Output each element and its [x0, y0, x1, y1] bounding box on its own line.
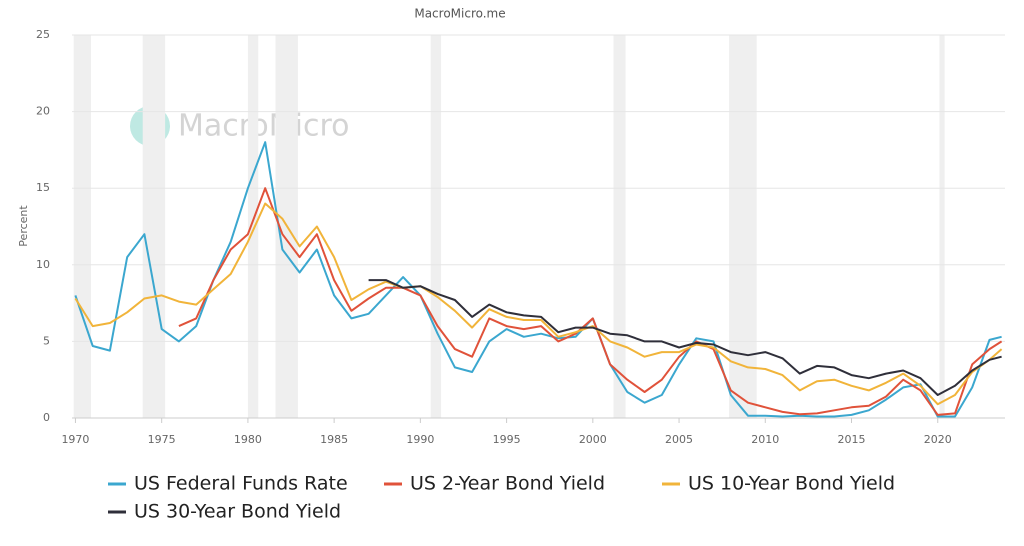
legend-label: US Federal Funds Rate	[134, 473, 348, 495]
y-tick-label: 15	[36, 181, 50, 194]
recession-band	[247, 35, 259, 418]
series-line	[74, 202, 1003, 406]
y-tick-label: 10	[36, 258, 50, 271]
y-tick-label: 0	[43, 411, 50, 424]
y-tick-label: 5	[43, 334, 50, 347]
x-tick-label: 1995	[493, 433, 521, 446]
recession-band	[430, 35, 442, 418]
series-line	[178, 187, 1003, 416]
recession-band	[939, 35, 945, 418]
x-tick-label: 2020	[924, 433, 952, 446]
x-tick-label: 1975	[148, 433, 176, 446]
legend-label: US 30-Year Bond Yield	[134, 501, 341, 523]
watermark: MacroMicro	[178, 109, 350, 144]
x-tick-label: 2005	[665, 433, 693, 446]
y-axis-label: Percent	[17, 205, 30, 247]
y-tick-label: 20	[36, 105, 50, 118]
recession-band	[142, 35, 166, 418]
x-tick-label: 1980	[234, 433, 262, 446]
legend-label: US 2-Year Bond Yield	[410, 473, 605, 495]
legend-label: US 10-Year Bond Yield	[688, 473, 895, 495]
source: MacroMicro.me	[414, 7, 505, 21]
series-line	[368, 279, 1002, 396]
x-tick-label: 2000	[579, 433, 607, 446]
x-tick-label: 1990	[406, 433, 434, 446]
x-tick-label: 1985	[320, 433, 348, 446]
recession-band	[729, 35, 757, 418]
series-line	[74, 141, 1002, 418]
y-tick-label: 25	[36, 28, 50, 41]
recession-band	[73, 35, 91, 418]
x-tick-label: 1970	[61, 433, 89, 446]
recession-band	[613, 35, 626, 418]
x-tick-label: 2015	[838, 433, 866, 446]
x-tick-label: 2010	[751, 433, 779, 446]
